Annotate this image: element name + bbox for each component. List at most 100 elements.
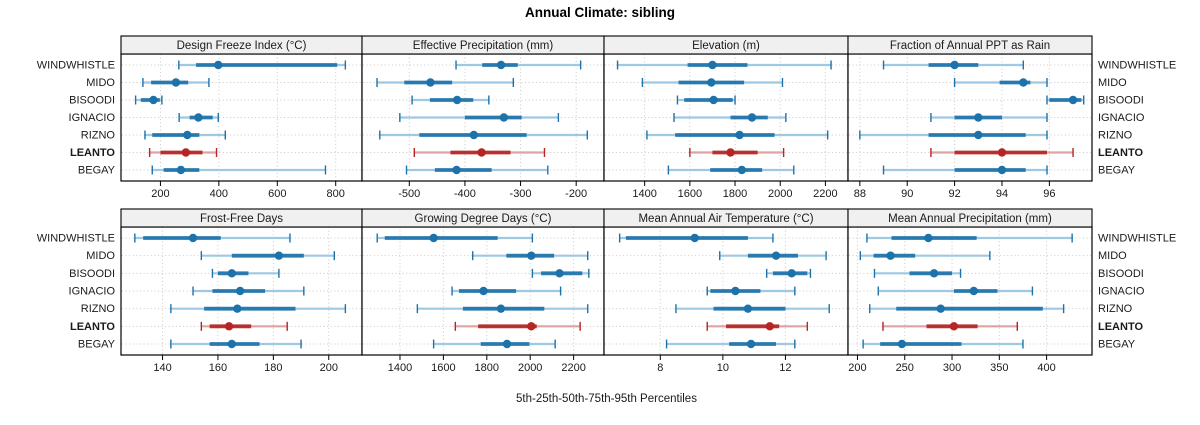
median-dot	[555, 269, 564, 278]
axis-tick-label: 1800	[723, 188, 747, 200]
site-label-left-bottom: MIDO	[86, 250, 115, 262]
site-label-left-bottom: IGNACIO	[69, 286, 116, 298]
median-dot	[181, 148, 191, 157]
median-dot	[479, 286, 488, 296]
median-dot	[496, 304, 506, 313]
axis-tick-label: 96	[1043, 188, 1055, 200]
axis-tick-label: 90	[901, 188, 913, 200]
axis-tick-label: 2200	[561, 362, 585, 374]
median-dot	[477, 148, 486, 157]
median-dot	[426, 78, 435, 87]
median-dot	[171, 78, 181, 87]
panel-elevation-m-: Elevation (m) 1400 1600 1800 2000 2200	[603, 35, 849, 200]
site-label-right-bottom: LEANTO	[1098, 321, 1143, 333]
site-label-right-top: LEANTO	[1098, 147, 1143, 159]
median-dot	[429, 233, 438, 243]
site-label-left-bottom: LEANTO	[70, 321, 115, 333]
median-dot	[224, 322, 234, 331]
panel-strip-title: Effective Precipitation (mm)	[413, 40, 554, 52]
axis-tick-label: 1600	[431, 362, 455, 374]
panel-strip	[847, 35, 1093, 55]
site-label-right-bottom: IGNACIO	[1098, 286, 1145, 298]
site-label-left-bottom: BISOODI	[69, 268, 115, 280]
axis-tick-label: 88	[854, 188, 866, 200]
site-label-left-bottom: BEGAY	[78, 339, 116, 351]
median-dot	[897, 339, 907, 349]
median-dot	[690, 233, 699, 243]
axis-tick-label: 400	[1037, 362, 1055, 374]
site-label-right-bottom: BEGAY	[1098, 339, 1136, 351]
median-dot	[214, 60, 223, 70]
panel-strip-title: Fraction of Annual PPT as Rain	[890, 40, 1050, 52]
median-dot	[469, 130, 479, 140]
axis-tick-label: 400	[210, 188, 228, 200]
median-dot	[527, 322, 536, 331]
site-label-right-top: WINDWHISTLE	[1098, 60, 1176, 72]
site-label-right-top: IGNACIO	[1098, 112, 1145, 124]
site-label-right-top: BISOODI	[1098, 95, 1144, 107]
median-dot	[499, 113, 509, 122]
axis-tick-label: 300	[943, 362, 961, 374]
axis-tick-label: 140	[153, 362, 171, 374]
median-dot	[496, 60, 506, 70]
site-label-right-bottom: MIDO	[1098, 250, 1127, 262]
axis-tick-label: 94	[996, 188, 1008, 200]
site-label-right-bottom: RIZNO	[1098, 303, 1133, 315]
site-label-left-top: RIZNO	[81, 130, 116, 142]
panel-effective-precipitation-mm-: Effective Precipitation (mm) -500 -400 -300…	[361, 35, 605, 200]
median-dot	[227, 269, 237, 278]
axis-tick-label: 200	[320, 362, 338, 374]
axis-tick-label: 2000	[518, 362, 542, 374]
axis-tick-label: 1400	[632, 188, 656, 200]
site-label-left-top: LEANTO	[70, 147, 115, 159]
site-label-left-top: IGNACIO	[69, 112, 116, 124]
axis-tick-label: -200	[565, 188, 587, 200]
axis-caption: 5th-25th-50th-75th-95th Percentiles	[516, 393, 697, 405]
panel-strip-title: Growing Degree Days (°C)	[415, 213, 552, 225]
axis-tick-label: 350	[990, 362, 1008, 374]
panel-strip-title: Mean Annual Precipitation (mm)	[888, 213, 1052, 225]
median-dot	[771, 251, 781, 260]
median-dot	[527, 251, 536, 260]
site-label-right-top: RIZNO	[1098, 130, 1133, 142]
median-dot	[787, 269, 796, 278]
axis-tick-label: 1800	[475, 362, 499, 374]
median-dot	[1019, 78, 1028, 87]
median-dot	[765, 322, 774, 331]
axis-tick-label: 250	[896, 362, 914, 374]
site-label-left-bottom: WINDWHISTLE	[37, 233, 115, 245]
median-dot	[929, 269, 939, 278]
axis-tick-label: -500	[398, 188, 420, 200]
median-dot	[997, 148, 1007, 157]
median-dot	[452, 165, 461, 175]
median-dot	[997, 165, 1007, 175]
panel-growing-degree-days-c-: Growing Degree Days (°C) 1400 1600 1800 2000…	[361, 208, 605, 374]
axis-tick-label: -400	[454, 188, 476, 200]
median-dot	[974, 113, 983, 122]
chart-title: Annual Climate: sibling	[524, 5, 675, 20]
axis-tick-label: 600	[268, 188, 286, 200]
median-dot	[743, 304, 753, 313]
median-dot	[969, 286, 978, 296]
median-dot	[709, 95, 718, 105]
axis-tick-label: 92	[948, 188, 960, 200]
site-label-left-top: MIDO	[86, 77, 115, 89]
median-dot	[731, 286, 740, 296]
median-dot	[936, 304, 945, 313]
axis-tick-label: 1600	[678, 188, 702, 200]
median-dot	[950, 60, 959, 70]
axis-tick-label: 12	[779, 362, 791, 374]
axis-tick-label: 1400	[388, 362, 412, 374]
site-label-right-bottom: BISOODI	[1098, 268, 1144, 280]
panel-frost-free-days: Frost-Free Days 140 160 180 200	[120, 208, 363, 374]
axis-tick-label: 200	[151, 188, 169, 200]
median-dot	[949, 322, 959, 331]
axis-tick-label: 10	[717, 362, 729, 374]
median-dot	[274, 251, 284, 260]
median-dot	[726, 148, 735, 157]
median-dot	[1068, 95, 1078, 105]
panel-strip-title: Mean Annual Air Temperature (°C)	[638, 213, 813, 225]
median-dot	[737, 165, 747, 175]
